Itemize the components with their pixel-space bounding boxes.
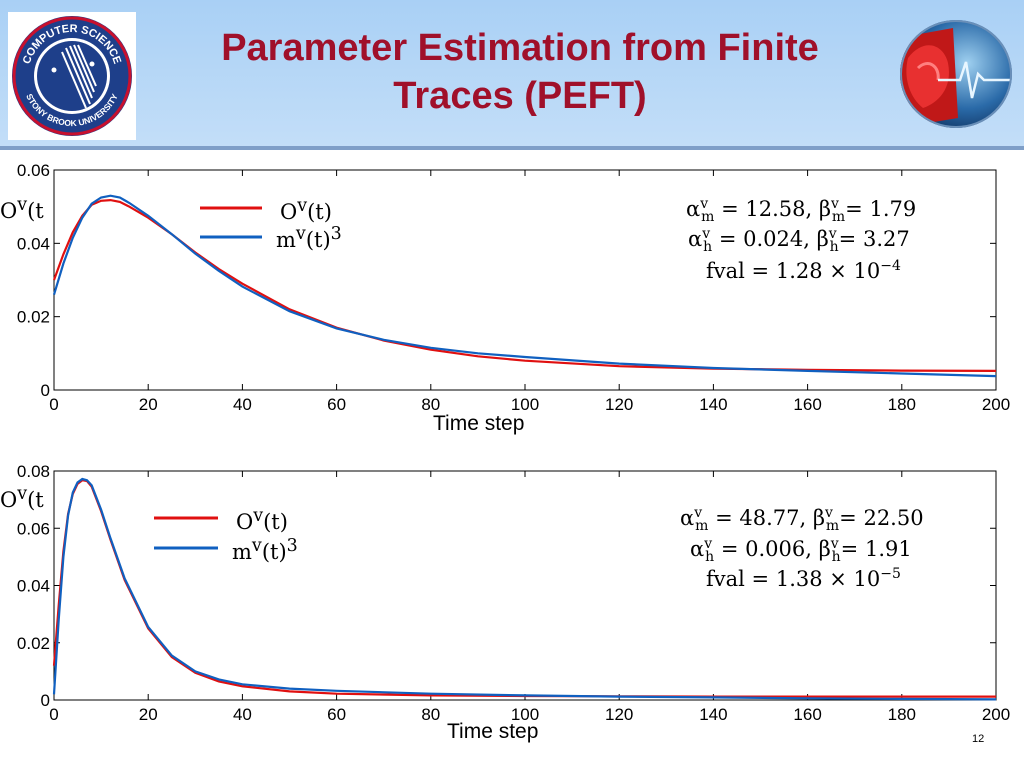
- chart1-annotation-line1: αvm = 12.58, βvm= 1.79: [686, 196, 917, 226]
- chart2-annotation-line1: αvm = 48.77, βvm= 22.50: [680, 505, 924, 535]
- y-tick-label: 0.06: [17, 161, 50, 180]
- y-tick-label: 0.04: [17, 234, 50, 253]
- computer-science-seal-icon: COMPUTER SCIENCE STONY BROOK UNIVERSITY: [8, 12, 136, 140]
- x-tick-label: 180: [888, 395, 916, 414]
- x-tick-label: 140: [699, 395, 727, 414]
- series-line-blue: [52, 194, 997, 378]
- plot-frame: [53, 470, 997, 701]
- x-tick-label: 20: [139, 705, 158, 724]
- chart2-legend-red-label: Ov(t): [236, 506, 288, 534]
- x-tick-label: 60: [327, 395, 346, 414]
- y-tick-label: 0.06: [17, 519, 50, 538]
- x-tick-label: 0: [49, 395, 58, 414]
- x-tick-label: 40: [233, 705, 252, 724]
- x-tick-label: 100: [511, 395, 539, 414]
- chart2-legend-blue-label: mv(t)3: [232, 536, 298, 564]
- chart1-legend-red-label: Ov(t): [280, 196, 332, 224]
- chart1-xlabel: Time step: [433, 412, 525, 435]
- heart-ecg-icon: [898, 18, 1014, 130]
- chart-bottom: 0 20 40 60 80 100 120 140 160 180 200 0 0.02 0.04 0.06…: [17, 462, 1010, 724]
- x-tick-label: 40: [233, 395, 252, 414]
- x-tick-label: 80: [421, 395, 440, 414]
- x-tick-label: 200: [982, 395, 1010, 414]
- x-tick-label: 60: [327, 705, 346, 724]
- x-tick-label: 120: [605, 395, 633, 414]
- chart1-annotation-line2: αvh = 0.024, βvh= 3.27: [688, 226, 910, 256]
- slide-header: [0, 0, 1024, 146]
- y-tick-label: 0.04: [17, 577, 50, 596]
- x-tick-label: 20: [139, 395, 158, 414]
- y-tick-label: 0: [41, 691, 50, 710]
- x-tick-label: 140: [699, 705, 727, 724]
- x-tick-label: 80: [421, 705, 440, 724]
- x-tick-label: 0: [49, 705, 58, 724]
- chart1-annotation-fval: fval = 1.28 × 10−4: [706, 258, 901, 283]
- chart1-ylabel: Ov(t: [0, 195, 44, 223]
- chart2-ylabel: Ov(t: [0, 484, 44, 512]
- y-tick-label: 0.08: [17, 462, 50, 481]
- y-tick-label: 0.02: [17, 634, 50, 653]
- chart2-xlabel: Time step: [447, 720, 539, 743]
- title-line-1: Parameter Estimation from Finite: [221, 27, 819, 69]
- y-tick-label: 0: [41, 381, 50, 400]
- seal-graphic: COMPUTER SCIENCE STONY BROOK UNIVERSITY: [12, 16, 132, 136]
- x-tick-label: 160: [793, 395, 821, 414]
- x-tick-label: 120: [605, 705, 633, 724]
- chart1-legend-blue-label: mv(t)3: [276, 224, 342, 252]
- header-divider: [0, 146, 1024, 150]
- y-tick-label: 0.02: [17, 308, 50, 327]
- x-tick-label: 160: [793, 705, 821, 724]
- series-line-blue: [52, 477, 997, 701]
- x-tick-label: 100: [511, 705, 539, 724]
- chart-top: 0 20 40 60 80 100 120 140 160 180 200 0 0.02 0.04 0.06: [17, 161, 1010, 414]
- chart2-annotation-fval: fval = 1.38 × 10−5: [706, 566, 901, 591]
- heart-ecg-graphic: [900, 20, 1012, 128]
- x-tick-label: 200: [982, 705, 1010, 724]
- chart2-annotation-line2: αvh = 0.006, βvh= 1.91: [690, 536, 912, 566]
- title-line-2: Traces (PEFT): [393, 75, 647, 117]
- slide-title: Parameter Estimation from Finite Traces …: [140, 24, 900, 120]
- page-number: 12: [972, 733, 985, 745]
- x-tick-label: 180: [888, 705, 916, 724]
